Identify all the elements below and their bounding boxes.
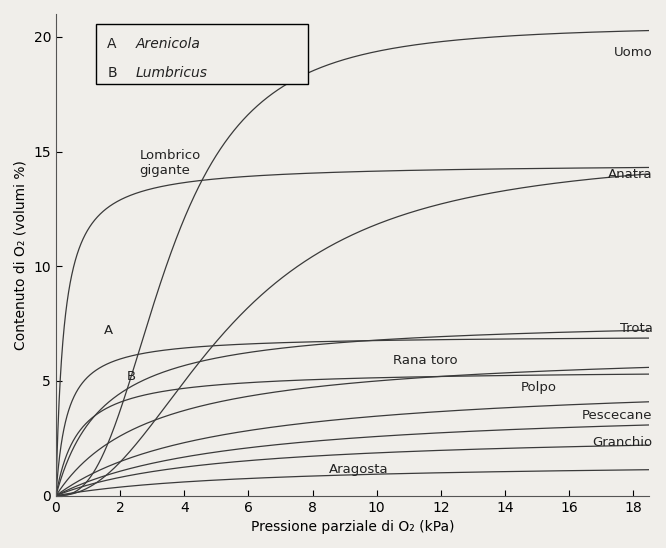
Y-axis label: Contenuto di O₂ (volumi %): Contenuto di O₂ (volumi %) bbox=[14, 160, 28, 350]
Text: Anatra: Anatra bbox=[608, 168, 653, 181]
Text: Arenicola: Arenicola bbox=[136, 37, 201, 51]
X-axis label: Pressione parziale di O₂ (kPa): Pressione parziale di O₂ (kPa) bbox=[251, 520, 454, 534]
Text: Pescecane: Pescecane bbox=[582, 409, 653, 422]
Text: B: B bbox=[127, 370, 136, 383]
Text: Granchio: Granchio bbox=[592, 436, 653, 449]
Text: B: B bbox=[107, 66, 117, 79]
FancyBboxPatch shape bbox=[96, 24, 308, 84]
Text: A: A bbox=[107, 37, 117, 51]
Text: Trota: Trota bbox=[619, 322, 653, 335]
Text: Aragosta: Aragosta bbox=[328, 463, 388, 476]
Text: Uomo: Uomo bbox=[614, 47, 653, 59]
Text: Rana toro: Rana toro bbox=[393, 354, 458, 367]
Text: Polpo: Polpo bbox=[521, 381, 557, 395]
Text: A: A bbox=[104, 324, 113, 337]
Text: Lombrico
gigante: Lombrico gigante bbox=[139, 149, 200, 177]
Text: Lumbricus: Lumbricus bbox=[136, 66, 208, 79]
